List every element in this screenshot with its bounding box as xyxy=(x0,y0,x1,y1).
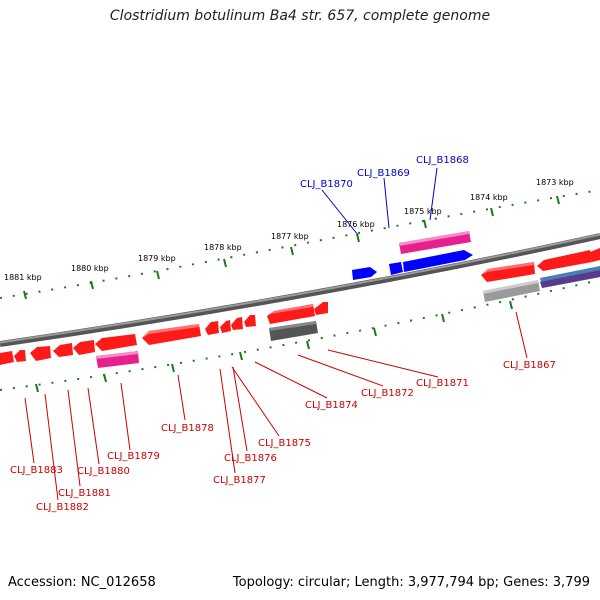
gene-label-CLJ_B1877[interactable]: CLJ_B1877 xyxy=(213,475,266,486)
outer-scale xyxy=(0,189,600,300)
forward-genes xyxy=(352,231,473,280)
gene-label-CLJ_B1883[interactable]: CLJ_B1883 xyxy=(10,465,63,476)
gene-label-CLJ_B1871[interactable]: CLJ_B1871 xyxy=(416,378,469,389)
gene-label-CLJ_B1876[interactable]: CLJ_B1876 xyxy=(224,453,277,464)
gene-CLJ_B1872[interactable] xyxy=(267,304,315,324)
gene-CLJ_B1874[interactable] xyxy=(244,315,256,327)
gene-CLJ_B1867[interactable] xyxy=(481,262,535,282)
accession-text: Accession: NC_012658 xyxy=(8,575,156,590)
gene-CLJ_B1881[interactable] xyxy=(53,343,73,357)
genome-backbone xyxy=(0,233,600,347)
kbp-label-1877: 1877 kbp xyxy=(271,232,309,241)
gene-label-CLJ_B1878[interactable]: CLJ_B1878 xyxy=(161,423,214,434)
gene-label-CLJ_B1868[interactable]: CLJ_B1868 xyxy=(416,155,469,166)
kbp-label-1878: 1878 kbp xyxy=(204,243,242,252)
gene-label-CLJ_B1875[interactable]: CLJ_B1875 xyxy=(258,438,311,449)
inner-scale xyxy=(0,279,600,393)
gene-CLJ_B1883[interactable] xyxy=(14,350,26,362)
gene-CLJ_B1875[interactable] xyxy=(231,317,243,330)
gene-CLJ_B1869b[interactable] xyxy=(403,250,473,272)
kbp-label-1880: 1880 kbp xyxy=(71,264,109,273)
gene-label-CLJ_B1870[interactable]: CLJ_B1870 xyxy=(300,179,353,190)
gene-CLJ_B1871[interactable] xyxy=(314,302,328,315)
gene-label-CLJ_B1872[interactable]: CLJ_B1872 xyxy=(361,388,414,399)
gene-CLJ_B1879[interactable] xyxy=(95,334,137,351)
kbp-label-1875: 1875 kbp xyxy=(404,207,442,216)
kbp-label-1873: 1873 kbp xyxy=(536,178,574,187)
kbp-label-1874: 1874 kbp xyxy=(470,193,508,202)
gene-CLJ_B1882[interactable] xyxy=(30,346,51,361)
gene-label-CLJ_B1880[interactable]: CLJ_B1880 xyxy=(77,466,130,477)
gene-CLJ_B1870[interactable] xyxy=(352,267,377,280)
gene-CLJ_B1868[interactable] xyxy=(399,231,471,254)
gene-CLJ_B1878[interactable] xyxy=(142,324,201,345)
topology-text: Topology: circular; Length: 3,977,794 bp… xyxy=(232,575,590,590)
gene-CLJ_B1880[interactable] xyxy=(73,340,95,355)
gene-label-group: CLJ_B1868 CLJ_B1869 CLJ_B1870 CLJ_B1867 … xyxy=(10,155,556,513)
leader-lines xyxy=(24,167,528,501)
reverse-genes xyxy=(0,248,600,368)
kbp-label-1879: 1879 kbp xyxy=(138,254,176,263)
map-title: Clostridium botulinum Ba4 str. 657, comp… xyxy=(109,8,491,24)
gene-label-CLJ_B1874[interactable]: CLJ_B1874 xyxy=(305,400,358,411)
gene-label-CLJ_B1882[interactable]: CLJ_B1882 xyxy=(36,502,89,513)
gene-CLJ_B1876[interactable] xyxy=(220,320,231,333)
gene-label-CLJ_B1879[interactable]: CLJ_B1879 xyxy=(107,451,160,462)
kbp-label-1876: 1876 kbp xyxy=(337,220,375,229)
gene-CLJ_B1869[interactable] xyxy=(389,262,403,275)
gene-label-CLJ_B1881[interactable]: CLJ_B1881 xyxy=(58,488,111,499)
gene-CLJ_B1877[interactable] xyxy=(205,321,219,335)
gene-CLJ_B1873[interactable] xyxy=(269,321,318,341)
gene-label-CLJ_B1869[interactable]: CLJ_B1869 xyxy=(357,168,410,179)
gene-label-CLJ_B1867[interactable]: CLJ_B1867 xyxy=(503,360,556,371)
kbp-label-1881: 1881 kbp xyxy=(4,273,42,282)
